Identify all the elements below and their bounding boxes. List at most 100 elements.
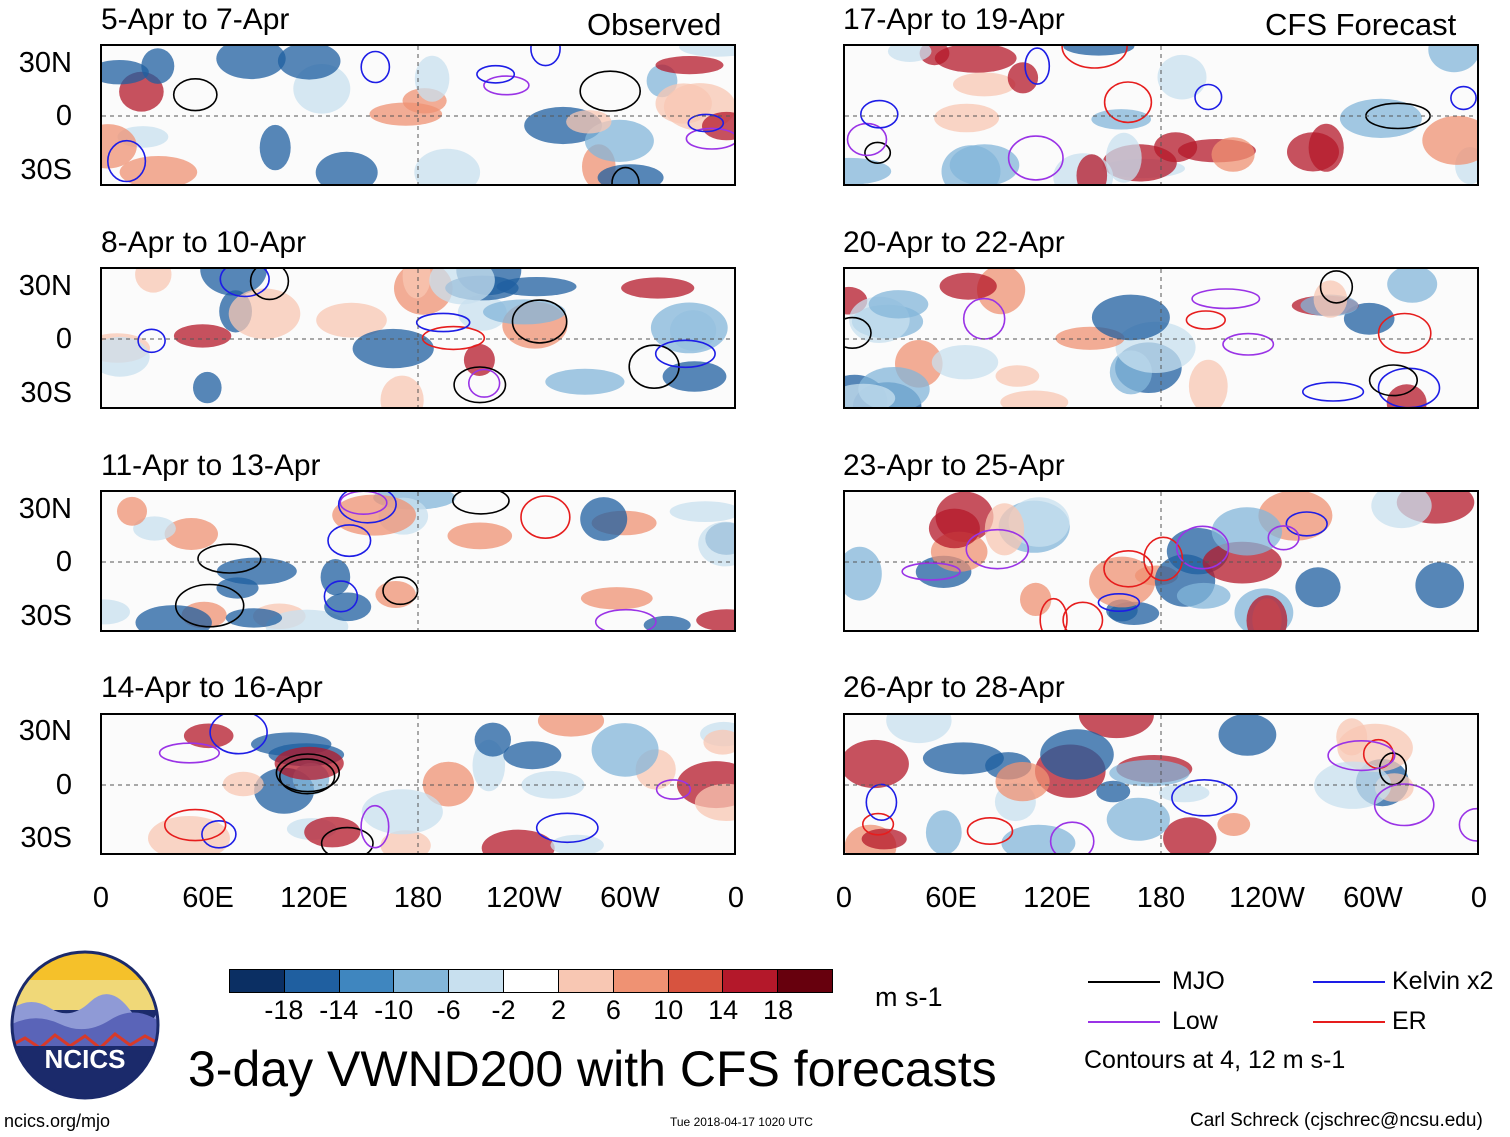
wave-contour [360,804,390,849]
colorbar-swatch [230,970,285,992]
wind-anomaly-blob [474,722,511,757]
wind-anomaly-blob [621,277,695,299]
wave-contour [339,492,388,515]
panel-title-forecast-1: 17-Apr to 19-Apr [843,3,1065,36]
wind-anomaly-blob [1371,492,1432,529]
map-field [845,715,1477,853]
colorbar-swatch [778,970,832,992]
wave-contour [1458,807,1477,842]
wave-contour [1377,312,1432,354]
wind-anomaly-blob [703,729,734,755]
wind-anomaly-blob [886,715,952,744]
wind-anomaly-blob [320,559,351,596]
colorbar-swatch [339,970,395,992]
wind-anomaly-blob [1176,582,1231,609]
wind-anomaly-blob [1211,507,1283,556]
panel-title-forecast-2: 20-Apr to 22-Apr [843,226,1065,259]
wind-anomaly-blob [1295,567,1341,608]
lat-label-30n-row2: 30N [18,270,72,302]
wave-contour [861,812,895,836]
wave-contour [1103,550,1154,588]
colorbar-tick-label: -2 [491,995,516,1025]
wave-contour [520,495,571,540]
wave-contour [452,492,510,515]
wave-contour [530,46,561,67]
wind-anomaly-blob [1105,132,1142,183]
wind-anomaly-blob [503,741,562,770]
colorbar [229,969,833,993]
colorbar-swatch [284,970,340,992]
wind-anomaly-blob [995,762,1050,802]
wave-contour [279,758,336,795]
wind-anomaly-blob [216,46,286,80]
wind-anomaly-blob [679,46,734,57]
wind-anomaly-blob [1218,715,1277,756]
wind-anomaly-blob [1000,390,1069,407]
wind-anomaly-blob [277,46,341,80]
wind-anomaly-blob [1078,715,1154,739]
wind-anomaly-blob [1089,556,1156,608]
colorbar-tick-label: -14 [319,995,359,1025]
wind-anomaly-blob [1063,46,1135,56]
wind-anomaly-blob [1007,62,1039,94]
lat-label-30s-row1: 30S [20,154,72,186]
wind-anomaly-blob [1096,780,1131,803]
wind-anomaly-blob [887,46,932,62]
map-field [102,715,734,853]
legend-line-kelvin [1313,981,1385,983]
wave-contour [901,562,961,581]
footer-timestamp: Tue 2018-04-17 1020 UTC [670,1115,813,1129]
wind-anomaly-blob [845,546,882,601]
wind-anomaly-blob [193,371,222,404]
wind-anomaly-blob [845,157,892,184]
lat-label-30n-row4: 30N [18,715,72,747]
colorbar-tick-label: -10 [374,995,414,1025]
wind-anomaly-blob [225,608,283,628]
wind-anomaly-blob [1428,46,1477,73]
wind-anomaly-blob [591,723,659,777]
lon-label-120w-right: 120W [1229,882,1305,914]
wind-anomaly-blob [222,771,264,797]
wind-anomaly-blob [1387,269,1438,303]
wave-contour [1191,288,1261,310]
wind-anomaly-blob [380,375,424,407]
wind-anomaly-blob [1157,54,1207,100]
wind-anomaly-blob [995,365,1040,387]
wind-anomaly-blob [934,46,1017,73]
wind-anomaly-blob [650,302,728,354]
colorbar-swatch [558,970,614,992]
wave-contour [1175,525,1230,570]
wave-contour [483,75,530,96]
wind-anomaly-blob [1040,729,1114,780]
wind-anomaly-blob [265,609,349,630]
wave-contour [1049,821,1095,853]
wind-anomaly-blob [102,60,149,85]
wind-anomaly-blob [102,336,150,377]
lon-label-60e-right: 60E [925,882,977,914]
colorbar-units: m s-1 [875,982,943,1012]
wave-contour [1450,85,1477,111]
wind-anomaly-blob [119,156,198,184]
map-field [845,492,1477,630]
wind-anomaly-blob [1106,797,1170,841]
wind-anomaly-blob [845,383,896,407]
wind-anomaly-blob [1386,384,1427,407]
wave-contour [864,141,892,165]
wind-anomaly-blob [414,148,481,184]
wave-contour [1194,83,1223,111]
colorbar-tick-label: -18 [264,995,304,1025]
main-title: 3-day VWND200 with CFS forecasts [188,1041,997,1097]
wind-anomaly-blob [483,299,566,325]
colorbar-tick-label: 2 [550,995,566,1025]
wave-contour [1143,536,1184,582]
lon-label-120e-left: 120E [280,882,348,914]
wave-contour [535,812,599,844]
wave-contour [275,753,341,793]
wind-anomaly-blob [931,345,999,380]
colorbar-swatch [504,970,559,992]
wind-anomaly-blob [928,508,980,549]
wind-anomaly-blob [984,503,1025,556]
observed-label: Observed [587,7,722,42]
wave-contour [174,583,245,628]
map-panel-forecast-4 [843,713,1479,855]
